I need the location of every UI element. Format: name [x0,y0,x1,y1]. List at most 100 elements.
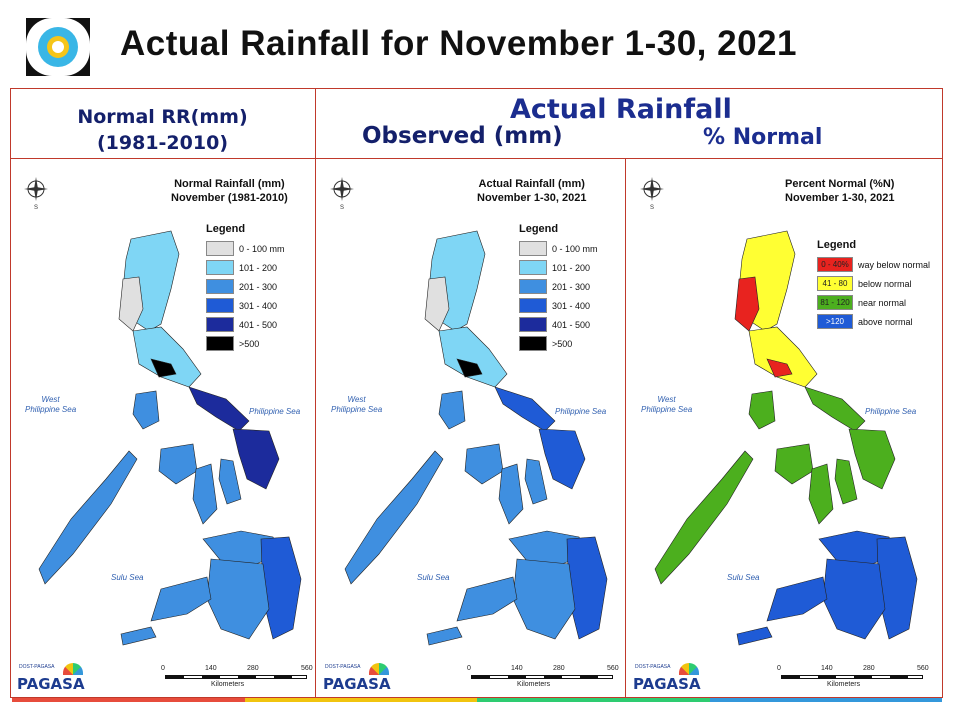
normal-header-line1: Normal RR(mm) [77,106,248,128]
scale-unit: Kilometers [517,681,551,688]
region-negros [808,463,834,525]
scale-tick: 140 [205,665,217,672]
legend-label: below normal [858,278,912,289]
scale-tick: 140 [511,665,523,672]
legend-label: 201 - 300 [239,281,278,292]
legend-swatch [206,279,234,294]
umbrella-icon [63,663,83,675]
legend-swatch [206,317,234,332]
legend-label: 301 - 400 [552,300,591,311]
pagasa-seal-logo [22,14,94,80]
strip-yellow [244,698,477,702]
region-cebu-bohol [834,458,858,505]
sea-label-sulu-sea: Sulu Sea [417,573,450,582]
region-bicol [804,386,866,432]
region-mindoro [132,390,160,430]
region-panay [158,443,198,485]
legend-item: >120 above normal [817,312,930,331]
actual-rainfall-map-panel: S Actual Rainfall (mm) November 1-30, 2021… [317,159,625,697]
pagasa-wordmark: PAGASA [633,675,701,693]
legend-title: Legend [519,223,559,235]
sea-label-west-philippine-sea: West Philippine Sea [25,395,76,415]
region-mindanao-central [512,558,576,640]
scale-bar: 0 140 280 560 Kilometers [467,665,619,691]
bottom-color-strip [12,698,942,702]
sea-west-line2: Philippine Sea [641,405,693,414]
compass-rose-icon: S [639,175,665,211]
scale-bar-graphic [781,675,923,679]
legend-swatch [519,336,547,351]
pagasa-small-text: DOST-PAGASA [635,664,671,670]
region-panay [774,443,814,485]
region-panay [464,443,504,485]
legend-swatch [206,241,234,256]
region-bicol [494,386,556,432]
pagasa-logo: DOST-PAGASA PAGASA [323,663,393,693]
region-cebu-bohol [524,458,548,505]
legend-swatch [206,336,234,351]
pagasa-small-text: DOST-PAGASA [325,664,361,670]
legend-label: 301 - 400 [239,300,278,311]
sea-west-line2: Philippine Sea [331,405,383,414]
legend-label: 401 - 500 [552,319,591,330]
region-sulu [426,626,463,646]
legend-item: 201 - 300 [206,277,285,296]
region-samar-leyte [848,428,896,490]
region-luzon-central [748,326,818,388]
map-title: Percent Normal (%N) November 1-30, 2021 [785,177,894,205]
svg-text:S: S [34,205,38,211]
region-mindoro [438,390,466,430]
scale-bar-graphic [165,675,307,679]
compass-rose-icon: S [329,175,355,211]
legend-label: way below normal [858,259,931,270]
sea-west-line1: West [41,395,60,404]
sea-label-philippine-sea: Philippine Sea [249,407,301,416]
scale-bar-graphic [471,675,613,679]
column-divider-2 [625,158,626,698]
region-zamboanga [456,576,518,622]
actual-rainfall-header: Actual Rainfall [510,94,732,125]
scale-tick: 560 [917,665,929,672]
legend-item: 201 - 300 [519,277,598,296]
region-mindanao-east [566,536,608,640]
sea-label-philippine-sea: Philippine Sea [555,407,607,416]
region-mindoro [748,390,776,430]
legend-swatch [519,279,547,294]
sea-label-west-philippine-sea: West Philippine Sea [331,395,382,415]
pagasa-logo: DOST-PAGASA PAGASA [633,663,703,693]
legend-item: 0 - 100 mm [519,239,598,258]
legend-label: 401 - 500 [239,319,278,330]
map-title: Normal Rainfall (mm) November (1981-2010) [171,177,288,205]
legend-item: 301 - 400 [519,296,598,315]
legend-swatch [519,260,547,275]
legend-label: 201 - 300 [552,281,591,292]
region-mindanao-central [822,558,886,640]
map-title-line1: Percent Normal (%N) [785,178,895,190]
legend-swatch: 81 - 120 [817,295,853,310]
umbrella-icon [679,663,699,675]
scale-tick: 560 [301,665,313,672]
legend-item: 0 - 100 mm [206,239,285,258]
percent-normal-header: % Normal [703,125,823,150]
page-title: Actual Rainfall for November 1-30, 2021 [120,24,797,63]
legend-label: 0 - 100 mm [552,243,598,254]
region-mindanao-east [876,536,918,640]
region-negros [498,463,524,525]
svg-text:S: S [340,205,344,211]
observed-header: Observed (mm) [362,123,563,149]
legend-item: 301 - 400 [206,296,285,315]
legend-item: 401 - 500 [206,315,285,334]
strip-red [12,698,245,702]
scale-bar: 0 140 280 560 Kilometers [777,665,929,691]
scale-tick: 0 [777,665,781,672]
sea-label-sulu-sea: Sulu Sea [727,573,760,582]
map-title-line2: November 1-30, 2021 [477,192,587,204]
legend-swatch: >120 [817,314,853,329]
scale-tick: 280 [863,665,875,672]
sea-label-sulu-sea: Sulu Sea [111,573,144,582]
pagasa-small-text: DOST-PAGASA [19,664,55,670]
legend-swatch [206,298,234,313]
pagasa-logo: DOST-PAGASA PAGASA [17,663,87,693]
philippines-map [38,230,302,646]
map-legend: Legend 0 - 40% way below normal 41 - 80 belo… [817,239,930,331]
